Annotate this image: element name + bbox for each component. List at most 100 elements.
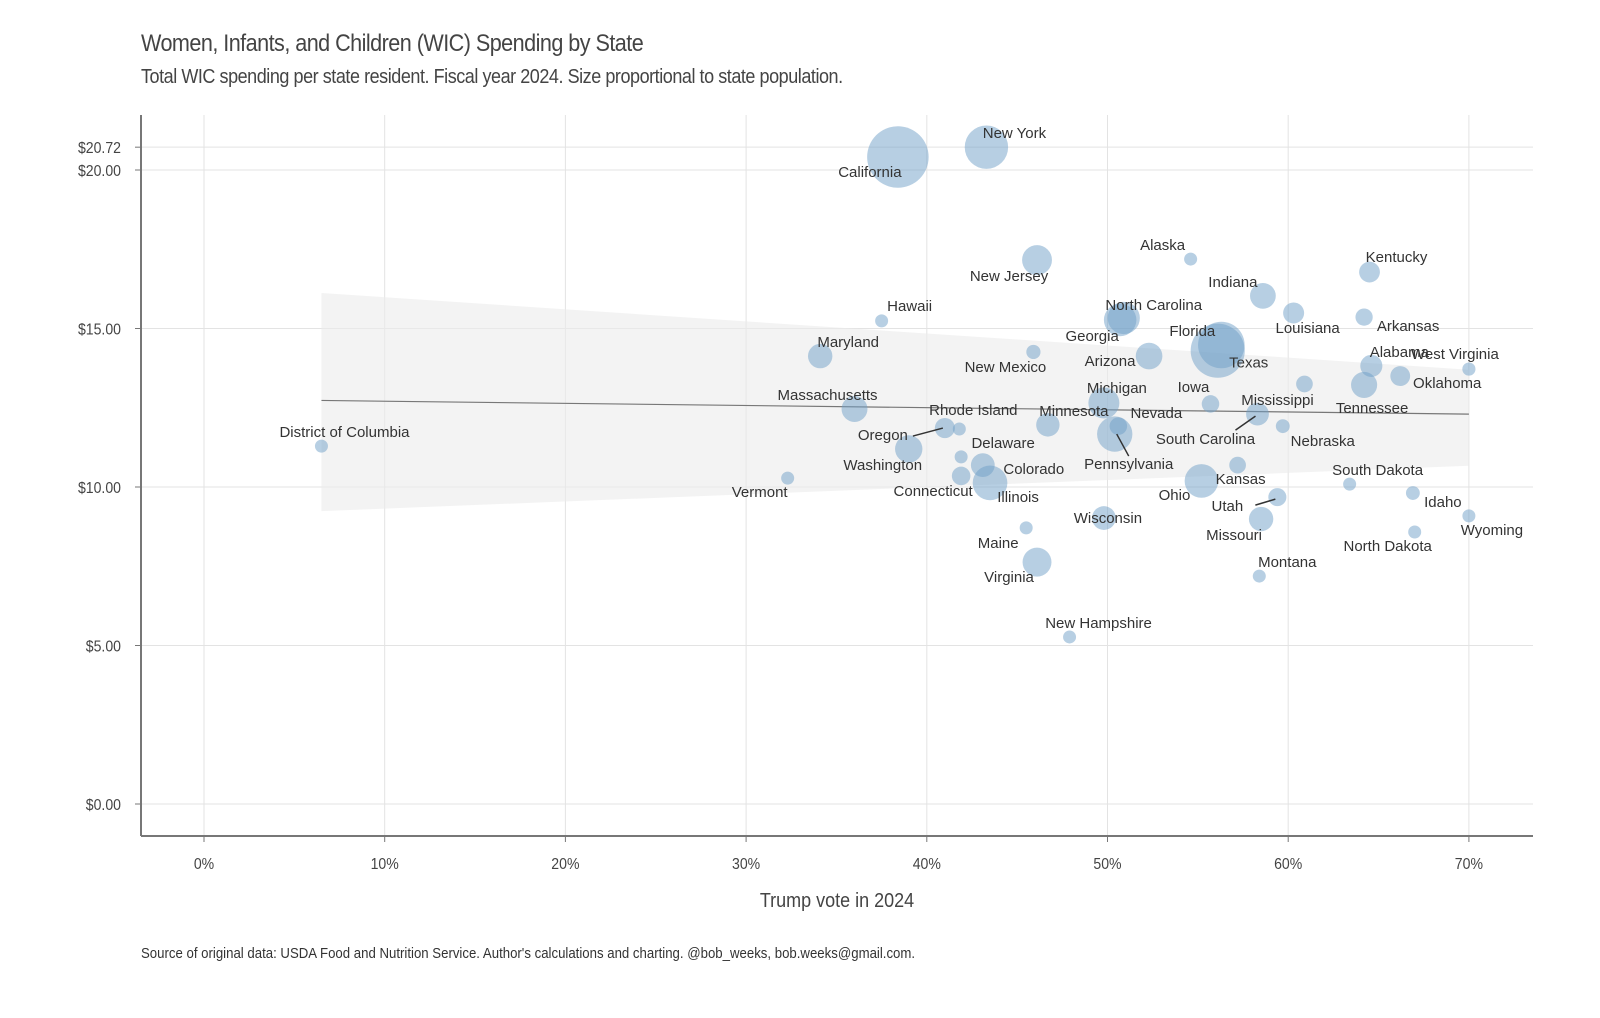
point-arkansas[interactable] [1355,308,1373,326]
point-south-carolina[interactable] [1246,402,1269,426]
state-label: Louisiana [1276,320,1341,337]
point-maine[interactable] [1019,521,1033,535]
point-district-of-columbia[interactable] [314,439,328,453]
point-montana[interactable] [1252,569,1266,583]
leader-line [1116,433,1130,457]
x-tick-label: 70% [1455,855,1483,873]
chart-title: Women, Infants, and Children (WIC) Spend… [141,30,644,57]
state-label: California [838,164,902,181]
state-label: Missouri [1206,527,1262,544]
state-label: Mississippi [1241,392,1314,409]
leader-line [912,427,944,437]
point-north-dakota[interactable] [1408,525,1422,539]
state-label: Georgia [1065,328,1119,345]
point-iowa[interactable] [1201,395,1220,413]
state-label: Oklahoma [1413,375,1482,392]
x-tick-label: 30% [732,855,760,873]
point-ohio[interactable] [1184,464,1219,498]
point-north-carolina[interactable] [1107,301,1140,335]
state-label: Nevada [1130,405,1182,422]
leader-line [1255,498,1276,506]
point-new-hampshire[interactable] [1063,630,1077,644]
state-label: Ohio [1159,487,1191,504]
point-louisiana[interactable] [1283,302,1305,324]
state-label: North Carolina [1105,297,1202,314]
point-west-virginia[interactable] [1462,362,1476,376]
state-label: Wisconsin [1074,510,1142,527]
point-tennessee[interactable] [1351,371,1378,398]
state-label: Alabama [1370,344,1430,361]
point-oregon[interactable] [934,417,955,439]
y-tick-label: $15.00 [78,321,121,339]
state-label: Idaho [1424,494,1462,511]
point-nevada[interactable] [1109,417,1128,435]
state-label: New York [983,125,1047,142]
point-mississippi[interactable] [1296,375,1313,393]
x-tick-label: 50% [1093,855,1121,873]
y-tick-label: $20.00 [78,162,121,180]
point-connecticut[interactable] [951,466,971,486]
point-missouri[interactable] [1248,506,1274,532]
state-label: Illinois [997,489,1039,506]
point-maryland[interactable] [807,343,833,369]
point-massachusetts[interactable] [841,396,868,422]
point-nebraska[interactable] [1275,419,1290,434]
point-indiana[interactable] [1250,282,1276,309]
y-tick-label: $5.00 [86,638,121,656]
x-tick-label: 10% [371,855,399,873]
state-label: Utah [1212,498,1244,515]
state-label: Maine [978,535,1019,552]
state-label: Michigan [1087,380,1147,397]
y-tick-label: $0.00 [86,796,121,814]
trend-line [321,399,1469,415]
state-label: South Dakota [1332,462,1424,479]
points-layer [314,125,1476,644]
state-label: South Carolina [1156,431,1256,448]
point-new-mexico[interactable] [1026,344,1041,360]
state-label: Washington [843,457,922,474]
point-alabama[interactable] [1360,354,1383,377]
y-tick-label: $10.00 [78,479,121,497]
state-label: Maryland [817,334,879,351]
point-oklahoma[interactable] [1390,366,1411,386]
point-hawaii[interactable] [875,314,889,328]
point-michigan[interactable] [1088,387,1120,419]
point-alaska[interactable] [1184,252,1198,266]
x-tick-label: 20% [551,855,579,873]
state-label: New Mexico [965,359,1047,376]
state-label: Indiana [1208,274,1258,291]
point-california[interactable] [867,126,929,188]
point-colorado[interactable] [970,453,995,478]
state-label: Hawaii [887,298,932,315]
point-wisconsin[interactable] [1091,506,1116,530]
state-label: Minnesota [1039,403,1109,420]
point-idaho[interactable] [1405,486,1420,500]
state-label: North Dakota [1344,538,1433,555]
state-label: Kansas [1216,471,1266,488]
point-virginia[interactable] [1022,547,1052,577]
point-rhode-island[interactable] [952,422,966,436]
point-south-dakota[interactable] [1343,477,1357,491]
point-arizona[interactable] [1135,342,1163,370]
point-vermont[interactable] [781,471,795,485]
point-new-jersey[interactable] [1022,245,1052,275]
trend-band [321,292,1469,512]
state-label: Texas [1229,355,1268,372]
point-new-york[interactable] [964,125,1009,169]
state-label: Pennsylvania [1084,456,1174,473]
point-delaware[interactable] [954,450,968,464]
point-washington[interactable] [895,435,923,463]
point-minnesota[interactable] [1036,413,1060,437]
point-kansas[interactable] [1229,456,1246,474]
point-florida[interactable] [1198,321,1245,369]
state-label: District of Columbia [279,424,410,441]
state-label: Montana [1258,554,1317,571]
state-label: Kentucky [1366,249,1428,266]
point-utah[interactable] [1268,488,1287,507]
point-wyoming[interactable] [1462,509,1476,523]
point-kentucky[interactable] [1359,261,1380,283]
state-label: New Jersey [970,268,1049,285]
state-label: Florida [1169,323,1216,340]
state-label: West Virginia [1411,346,1499,363]
leader-lines [912,415,1276,506]
